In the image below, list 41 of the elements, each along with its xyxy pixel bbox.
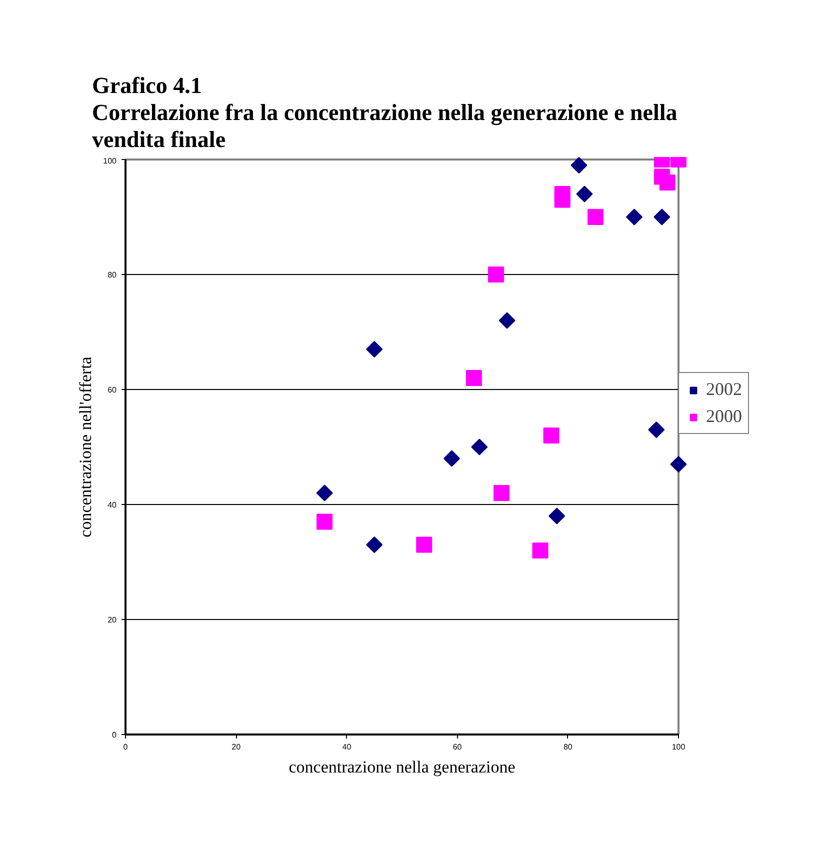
point [416, 536, 432, 553]
point [548, 508, 566, 524]
point [443, 450, 460, 467]
x-tick-label: 100 [672, 742, 686, 752]
point [626, 208, 643, 226]
point [570, 157, 588, 174]
point [366, 340, 383, 358]
y-tick-label: 40 [108, 500, 118, 510]
point [554, 186, 570, 202]
x-tick-label: 60 [452, 742, 462, 752]
point [576, 186, 593, 202]
x-tick-label: 40 [342, 742, 352, 752]
point [654, 208, 670, 226]
x-axis-title: concentrazione nella generazione [288, 758, 516, 776]
x-tick-label: 20 [232, 742, 242, 752]
point [543, 428, 560, 444]
legend-label: 2000 [706, 406, 742, 427]
chart-title: Grafico 4.1 [92, 72, 203, 99]
point [316, 484, 333, 502]
y-tick-label: 0 [112, 730, 118, 740]
point [494, 485, 510, 501]
x-tick-label: 0 [123, 742, 128, 752]
point [366, 536, 383, 554]
point [316, 514, 333, 530]
point [488, 266, 504, 282]
legend-label: 2002 [706, 379, 742, 400]
point [670, 456, 687, 473]
point [466, 370, 482, 386]
y-tick-label: 100 [103, 156, 118, 166]
chart-subtitle: Correlazione fra la concentrazione nella generazione e nella vendita finale [92, 99, 678, 153]
y-tick-label: 20 [108, 616, 118, 624]
point [659, 174, 676, 190]
point [498, 312, 516, 329]
y-axis-title: concentrazione nell'offerta [76, 356, 96, 538]
y-tick-label: 60 [108, 386, 118, 394]
point [648, 421, 665, 438]
point [532, 542, 548, 558]
y-tick-label: 80 [108, 270, 118, 280]
x-tick-label: 80 [563, 742, 573, 752]
point [471, 438, 488, 456]
point [588, 209, 604, 225]
